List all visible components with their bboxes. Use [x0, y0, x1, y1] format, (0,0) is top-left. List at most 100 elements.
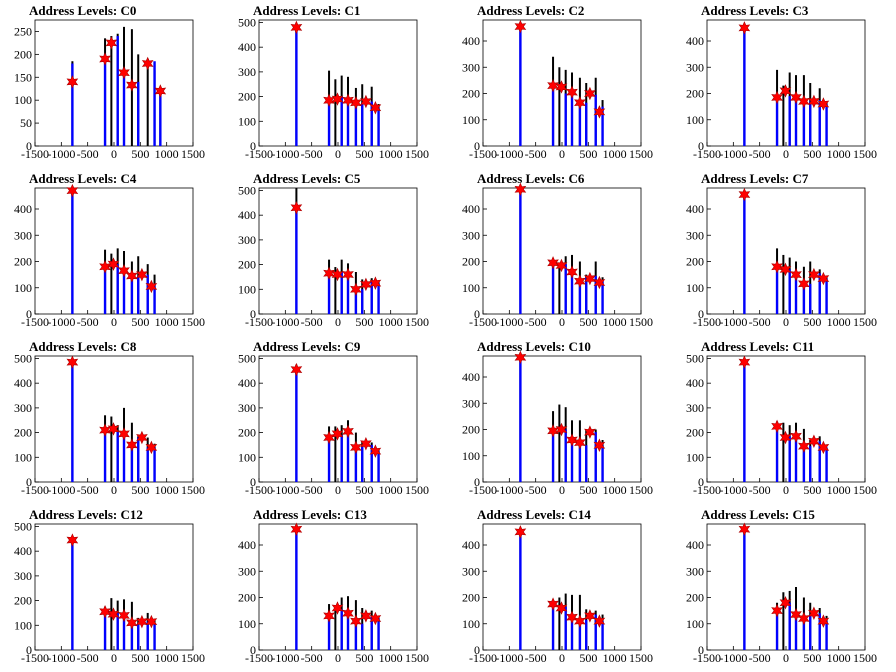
x-tick-label: -500 [77, 315, 99, 329]
blue-bar [103, 428, 107, 482]
peak-star-marker [593, 105, 606, 119]
blue-bar [809, 101, 812, 146]
blue-bar [578, 278, 582, 314]
blue-bar [340, 609, 343, 650]
y-tick-label: 200 [462, 423, 480, 437]
y-tick-label: 400 [14, 376, 32, 390]
peak-star-marker [593, 275, 606, 290]
chart-title: Address Levels: C3 [701, 3, 809, 18]
y-tick-label: 300 [686, 60, 704, 74]
x-tick-label: 1500 [181, 483, 205, 497]
blue-bar [377, 451, 380, 482]
y-tick-label: 500 [238, 15, 256, 29]
chart-panel: Address Levels: C12 0 100 200 300 400 500 -1500… [0, 504, 224, 672]
x-tick-label: 500 [579, 651, 597, 665]
peak-star-marker [290, 362, 303, 377]
x-tick-label: -500 [77, 483, 99, 497]
chart-title: Address Levels: C6 [477, 171, 585, 186]
peak-star-marker [798, 277, 810, 291]
chart-title: Address Levels: C7 [701, 171, 809, 186]
blue-bar [103, 54, 107, 147]
y-tick-label: 300 [14, 569, 32, 583]
peak-star-marker [141, 56, 154, 71]
x-tick-label: 500 [355, 651, 373, 665]
black-bar [334, 426, 337, 482]
x-tick-label: 0 [783, 651, 789, 665]
peak-star-marker [323, 266, 335, 280]
axes-frame [706, 19, 866, 147]
y-tick-label: 400 [462, 370, 480, 384]
y-tick-label: 0 [250, 643, 256, 657]
y-tick-label: 400 [14, 202, 32, 216]
peak-star-marker [66, 183, 79, 198]
x-tick-label: 500 [579, 483, 597, 497]
blue-bar [377, 107, 380, 146]
x-tick-label: 1500 [853, 315, 877, 329]
peak-star-marker [360, 609, 372, 623]
blue-bar [794, 613, 798, 650]
y-tick-label: 100 [238, 114, 256, 128]
blue-bar [570, 96, 574, 146]
peak-star-marker [593, 438, 606, 452]
y-tick-label: 400 [462, 202, 480, 216]
peak-star-marker [331, 427, 344, 441]
peak-star-marker [118, 427, 130, 441]
peak-star-marker [290, 201, 303, 215]
blue-bar [825, 621, 828, 650]
x-tick-label: -500 [525, 315, 547, 329]
blue-bar [601, 281, 604, 314]
peak-star-marker [547, 78, 559, 93]
chart-svg: Address Levels: C15 0 100 200 300 400 -1500-10… [686, 507, 877, 665]
blue-bar [601, 106, 604, 146]
blue-bar [295, 369, 298, 482]
x-tick-label: -1000 [495, 315, 523, 329]
y-tick-label: 100 [462, 113, 480, 127]
x-tick-label: 1500 [181, 651, 205, 665]
x-tick-label: -1000 [47, 315, 75, 329]
y-tick-label: 200 [462, 87, 480, 101]
black-bar [110, 253, 113, 314]
peak-star-marker [566, 265, 578, 279]
x-tick-label: 1500 [853, 651, 877, 665]
y-tick-label: 300 [686, 401, 704, 415]
x-tick-label: -1000 [271, 315, 299, 329]
x-tick-label: -1500 [21, 483, 49, 497]
y-tick-label: 500 [238, 351, 256, 365]
blue-bar [809, 283, 812, 314]
peak-star-marker [790, 267, 802, 282]
blue-bar [802, 617, 806, 650]
x-tick-label: -500 [749, 315, 771, 329]
blue-bar [788, 269, 791, 314]
blue-bar [519, 189, 522, 314]
peak-star-marker [584, 609, 596, 623]
blue-bar [551, 605, 555, 650]
chart-panel: Address Levels: C4 0 100 200 300 400 -1500 -100… [0, 168, 224, 336]
blue-bar [594, 94, 597, 146]
x-tick-label: 1500 [629, 483, 653, 497]
blue-bar [361, 102, 364, 146]
blue-bar [825, 104, 828, 146]
x-tick-label: 500 [803, 315, 821, 329]
x-tick-label: 0 [783, 483, 789, 497]
y-tick-label: 100 [14, 93, 32, 107]
peak-star-marker [566, 433, 578, 447]
peak-star-marker [514, 182, 527, 197]
peak-star-marker [369, 100, 382, 115]
peak-star-marker [779, 262, 792, 277]
x-tick-label: 1000 [603, 651, 627, 665]
x-tick-label: -1000 [719, 147, 747, 161]
peak-star-marker [738, 187, 751, 202]
x-tick-label: -500 [301, 315, 323, 329]
peak-star-marker [99, 52, 111, 66]
y-tick-label: 400 [14, 544, 32, 558]
peak-star-marker [817, 440, 830, 455]
y-tick-label: 100 [14, 618, 32, 632]
y-tick-label: 400 [686, 376, 704, 390]
blue-bar [122, 435, 126, 482]
blue-bar [137, 437, 140, 482]
peak-star-marker [290, 20, 303, 35]
y-tick-label: 200 [14, 47, 32, 61]
axes-frame [34, 19, 194, 147]
x-tick-label: -1500 [245, 315, 273, 329]
peak-star-marker [771, 90, 783, 105]
